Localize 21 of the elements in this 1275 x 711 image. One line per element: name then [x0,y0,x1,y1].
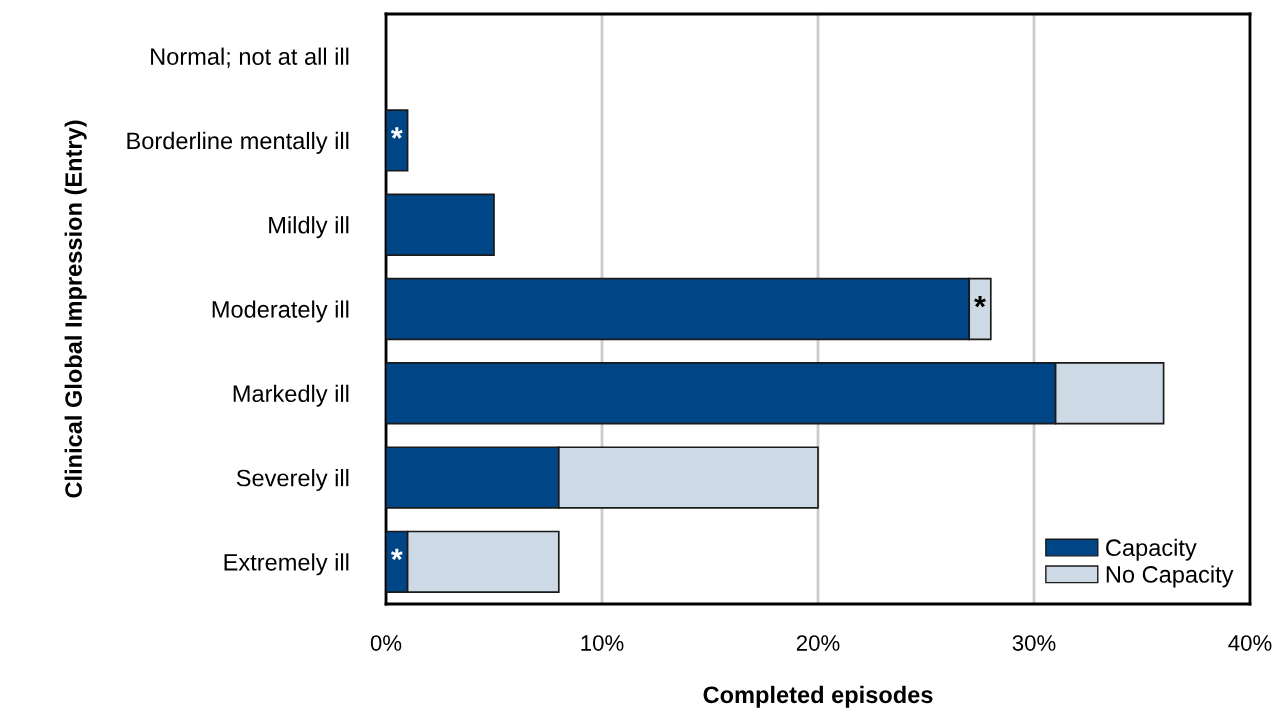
y-tick-label: Moderately ill [212,300,349,323]
legend-label: No Capacity [1106,565,1234,588]
x-tick-label: 30% [1012,635,1056,651]
x-axis-title: Completed episodes [703,685,933,708]
data-label: * [390,127,403,139]
y-tick-label: Severely ill [236,469,349,492]
y-tick-label: Mildly ill [269,216,349,239]
y-tick-label: Borderline mentally ill [127,131,349,154]
legend-label: Capacity [1106,538,1197,561]
x-tick-label: 20% [796,635,840,651]
x-tick-label: 10% [581,635,624,651]
data-label: * [974,295,986,308]
y-tick-label: Extremely ill [224,553,349,576]
y-axis-title: Clinical Global Impression (Entry) [64,120,87,498]
bar [386,193,495,256]
y-tick-label: Normal; not at all ill [151,47,349,68]
x-tick-label: 0% [370,635,402,651]
bar [386,109,409,172]
x-tick-label: 40% [1228,635,1272,651]
data-label: * [390,548,403,561]
y-tick-label: Markedly ill [233,384,349,407]
